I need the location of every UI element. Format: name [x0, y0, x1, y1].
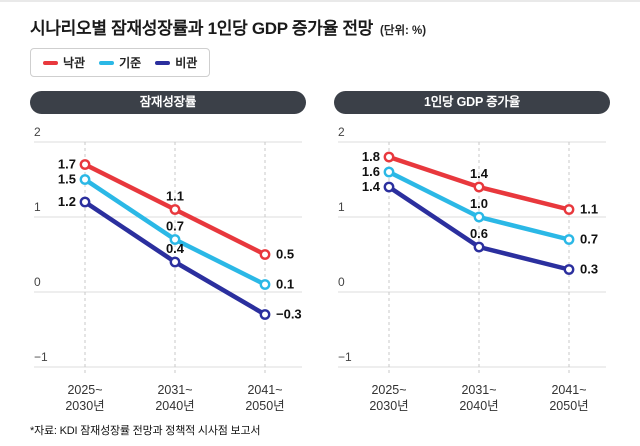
legend-swatch-icon: [43, 60, 58, 65]
chart-panel-gdp-per-capita: 1인당 GDP 증가율 2 1 0 −1 1.8 1.4 1.1 1.6 1.0 0.7 1.4 0.…: [334, 91, 610, 418]
x-labels-1: 2025~ 2030년 2031~ 2040년 2041~ 2050년: [334, 382, 610, 418]
svg-text:1.0: 1.0: [470, 196, 488, 211]
chart-title-badge: 잠재성장률: [30, 91, 306, 114]
legend-label: 기준: [119, 56, 142, 70]
x-axis-label: 2041~ 2050년: [245, 383, 285, 414]
svg-text:0.5: 0.5: [276, 247, 294, 262]
svg-text:1.4: 1.4: [362, 179, 381, 194]
title-row: 시나리오별 잠재성장률과 1인당 GDP 증가율 전망 (단위: %): [30, 14, 610, 39]
x-axis-label: 2041~ 2050년: [549, 383, 589, 414]
svg-text:1.7: 1.7: [58, 157, 76, 172]
legend-item-optimistic: 낙관: [43, 54, 85, 71]
svg-text:1.6: 1.6: [362, 164, 380, 179]
legend-label: 비관: [175, 56, 198, 70]
plot-area: 2 1 0 −1 1.8 1.4 1.1 1.6 1.0 0.7 1.4 0.6 0.3: [334, 122, 610, 380]
svg-text:2: 2: [338, 125, 345, 139]
svg-text:0.7: 0.7: [580, 232, 598, 247]
svg-text:1: 1: [34, 200, 41, 214]
svg-text:1.1: 1.1: [166, 189, 184, 204]
legend: 낙관 기준 비관: [30, 48, 211, 77]
svg-text:−1: −1: [34, 350, 48, 364]
infographic: 시나리오별 잠재성장률과 1인당 GDP 증가율 전망 (단위: %) 낙관 기…: [0, 2, 640, 438]
x-labels-0: 2025~ 2030년 2031~ 2040년 2041~ 2050년: [30, 382, 306, 418]
legend-item-pessimistic: 비관: [155, 54, 197, 71]
chart-svg-0: 2 1 0 −1 1.7 1.1 0.5 1.5 0.7 0.1 1.2 0.4 −0.3: [34, 125, 302, 374]
svg-text:0.4: 0.4: [166, 241, 185, 256]
svg-text:−1: −1: [338, 350, 352, 364]
svg-text:0.7: 0.7: [166, 219, 184, 234]
svg-text:1.1: 1.1: [580, 202, 598, 217]
svg-text:2: 2: [34, 125, 41, 139]
x-axis-label: 2025~ 2030년: [65, 383, 105, 414]
svg-text:0.1: 0.1: [276, 277, 294, 292]
svg-text:1.4: 1.4: [470, 166, 489, 181]
unit-label: (단위: %): [380, 25, 427, 37]
page-title: 시나리오별 잠재성장률과 1인당 GDP 증가율 전망: [30, 19, 374, 38]
svg-text:1.2: 1.2: [58, 194, 76, 209]
svg-text:0.6: 0.6: [470, 226, 488, 241]
svg-text:1: 1: [338, 200, 345, 214]
svg-text:−0.3: −0.3: [276, 307, 302, 322]
svg-text:0.3: 0.3: [580, 262, 598, 277]
svg-text:1.5: 1.5: [58, 172, 76, 187]
chart-svg-1: 2 1 0 −1 1.8 1.4 1.1 1.6 1.0 0.7 1.4 0.6 0.3: [338, 125, 606, 374]
x-axis-label: 2031~ 2040년: [459, 383, 499, 414]
chart-title-badge: 1인당 GDP 증가율: [334, 91, 610, 114]
legend-swatch-icon: [155, 60, 171, 65]
svg-text:1.8: 1.8: [362, 149, 380, 164]
charts-row: 잠재성장률 2 1 0 −1 1.7 1.1 0.5 1.5 0.7 0.1 1.2 0.4 −0.3 …: [30, 91, 610, 418]
x-axis-label: 2031~ 2040년: [155, 383, 195, 414]
plot-area: 2 1 0 −1 1.7 1.1 0.5 1.5 0.7 0.1 1.2 0.4 −0.3: [30, 122, 306, 380]
legend-item-baseline: 기준: [99, 54, 141, 71]
x-axis-label: 2025~ 2030년: [369, 383, 409, 414]
chart-panel-potential-growth: 잠재성장률 2 1 0 −1 1.7 1.1 0.5 1.5 0.7 0.1 1.2 0.4 −0.3 …: [30, 91, 306, 418]
source-footnote: *자료: KDI 잠재성장률 전망과 정책적 시사점 보고서: [30, 425, 261, 437]
legend-label: 낙관: [63, 56, 86, 70]
svg-text:0: 0: [34, 275, 41, 289]
legend-swatch-icon: [99, 60, 115, 65]
svg-text:0: 0: [338, 275, 345, 289]
